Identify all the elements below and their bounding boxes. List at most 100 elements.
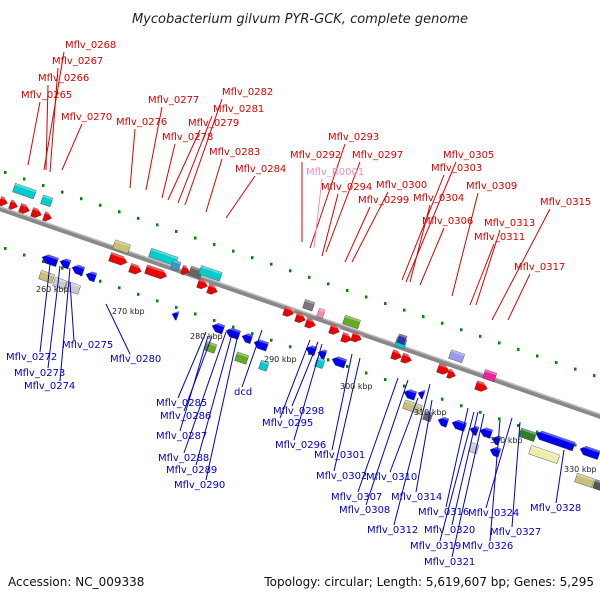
gene-label: Mflv_0295: [262, 418, 313, 429]
tick-mark: [574, 367, 577, 371]
gene-label: Mflv_0299: [358, 195, 409, 206]
tick-mark: [327, 358, 330, 362]
kbp-label: 310 kbp: [414, 408, 447, 417]
gene-leader-line: [485, 417, 513, 509]
tick-mark: [194, 312, 197, 316]
tick-mark: [403, 308, 406, 312]
gene-leader-line: [145, 106, 163, 191]
tick-mark: [42, 184, 45, 188]
position-ticks: [4, 170, 596, 454]
reverse-gene-glyph: [225, 326, 241, 340]
gene-label: Mflv_0319: [410, 541, 461, 552]
gene-leader-line: [357, 377, 399, 493]
gene-leader-line: [129, 128, 136, 189]
gene-leader-line: [105, 303, 131, 355]
gene-label: Mflv_0270: [61, 112, 112, 123]
tick-mark: [80, 197, 83, 201]
gene-label: Mflv_0288: [158, 453, 209, 464]
gene-leader-line: [177, 115, 213, 204]
gene-label: Mflv_0275: [62, 340, 113, 351]
tick-mark: [175, 229, 178, 233]
tick-mark: [137, 292, 140, 296]
gene-label: Mflv_0326: [462, 541, 513, 552]
gene-label: Mflv_0297: [352, 150, 403, 161]
tick-mark: [460, 328, 463, 332]
gene-label: Mflv_0268: [65, 40, 116, 51]
gene-label: Mflv_0266: [38, 73, 89, 84]
tick-mark: [327, 282, 330, 286]
gene-label: Mflv_0310: [366, 472, 417, 483]
gene-leader-line: [59, 267, 71, 382]
gene-block-glyph: [342, 314, 361, 330]
forward-gene-glyph: [42, 211, 54, 222]
tick-mark: [536, 430, 539, 434]
forward-gene-glyph: [206, 283, 219, 295]
gene-label: Mflv_0327: [490, 527, 541, 538]
reverse-gene-glyph: [331, 355, 347, 369]
tick-mark: [251, 256, 254, 260]
gene-label: Mflv_0316: [418, 507, 469, 518]
gene-label: Mflv_0301: [314, 450, 365, 461]
reverse-gene-glyph: [71, 263, 86, 276]
tick-mark: [4, 246, 7, 250]
forward-gene-glyph: [128, 263, 143, 275]
tick-mark: [232, 249, 235, 253]
tick-mark: [213, 319, 216, 323]
gene-label: Mflv_0277: [148, 95, 199, 106]
gene-leader-line: [333, 357, 361, 472]
kbp-label: 270 kbp: [112, 307, 145, 316]
tick-mark: [61, 190, 64, 194]
gene-leader-line: [313, 178, 323, 249]
tick-mark: [460, 404, 463, 408]
gene-label: Mflv_0320: [424, 525, 475, 536]
gene-label: Mflv_0280: [110, 354, 161, 365]
tick-mark: [517, 347, 520, 351]
gene-label: Mflv_0294: [321, 182, 372, 193]
tick-mark: [23, 177, 26, 181]
reverse-gene-glyph: [241, 331, 254, 344]
forward-gene-glyph: [144, 264, 169, 280]
tick-mark: [536, 354, 539, 358]
gene-label: Mflv_0314: [391, 492, 442, 503]
gene-leader-line: [279, 339, 311, 419]
accession-text: Accession: NC_009338: [8, 575, 144, 589]
tick-mark: [308, 275, 311, 279]
gene-leader-line: [331, 353, 353, 451]
gene-block-glyph: [302, 299, 316, 312]
forward-gene-glyph: [108, 252, 129, 266]
gene-leader-line: [49, 67, 59, 173]
kbp-labels: 260 kbp 270 kbp 280 kbp 290 kbp 300 kbp 310 k…: [36, 285, 597, 474]
gene-leader-line: [489, 419, 501, 542]
tick-mark: [213, 243, 216, 247]
gene-block-glyph: [422, 410, 434, 423]
tick-mark: [555, 361, 558, 365]
gene-block-glyph: [482, 369, 498, 383]
gene-label: Mflv_0300: [376, 180, 427, 191]
tick-mark: [289, 269, 292, 273]
gene-label: Mflv_0307: [331, 492, 382, 503]
reverse-gene-glyph: [403, 387, 418, 401]
gene-label: Mflv_0315: [540, 197, 591, 208]
tick-mark: [479, 410, 482, 414]
gene-leader-line: [415, 399, 433, 493]
tick-mark: [498, 341, 501, 345]
gene-label: Mflv_0317: [514, 262, 565, 273]
reverse-gene-glyph: [437, 415, 450, 428]
gene-label: Mflv_0309: [466, 181, 517, 192]
gene-leader-line: [389, 397, 419, 473]
gene-label: Mflv_0273: [14, 368, 65, 379]
gene-leader-line: [469, 243, 495, 306]
gene-leader-line: [69, 281, 75, 342]
gene-leader-line: [451, 413, 485, 558]
tick-mark: [42, 260, 45, 264]
reverse-gene-glyph: [535, 429, 576, 452]
gene-leader-line: [344, 206, 371, 263]
gene-features: [0, 183, 600, 492]
gene-leader-line: [451, 192, 479, 297]
gene-leader-line: [205, 158, 223, 213]
forward-gene-glyph: [328, 324, 341, 335]
gene-block-glyph: [52, 276, 68, 290]
tick-mark: [403, 384, 406, 388]
reverse-gene-glyph: [41, 252, 59, 267]
